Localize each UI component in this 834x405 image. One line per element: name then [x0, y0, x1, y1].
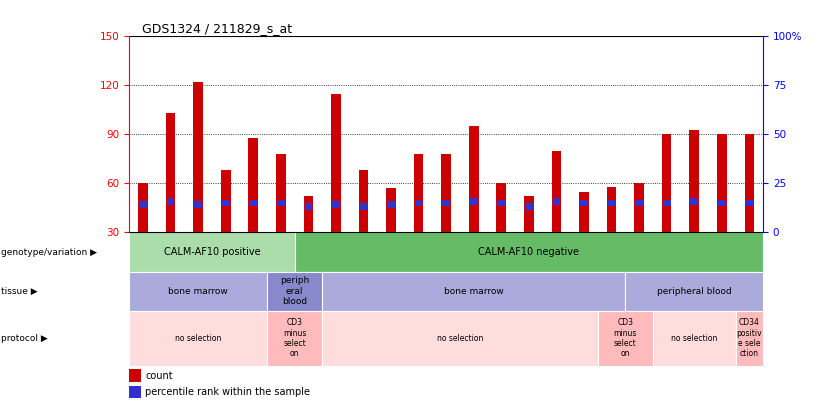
Bar	[359, 203, 367, 209]
Text: bone marrow: bone marrow	[168, 287, 228, 296]
Text: no selection: no selection	[671, 334, 717, 343]
Bar	[606, 187, 616, 232]
Bar	[222, 200, 229, 206]
Bar	[129, 232, 294, 272]
Bar	[249, 138, 258, 232]
Bar	[653, 311, 736, 366]
Text: protocol ▶: protocol ▶	[1, 334, 48, 343]
Bar	[717, 134, 726, 232]
Text: count: count	[145, 371, 173, 381]
Bar	[691, 198, 698, 205]
Bar	[386, 188, 396, 232]
Bar	[635, 183, 644, 232]
Text: CALM-AF10 positive: CALM-AF10 positive	[163, 247, 260, 257]
Bar	[497, 200, 505, 206]
Bar	[129, 369, 141, 382]
Bar	[736, 311, 763, 366]
Bar	[551, 151, 561, 232]
Bar	[745, 134, 754, 232]
Bar	[662, 134, 671, 232]
Text: peripheral blood: peripheral blood	[657, 287, 731, 296]
Text: percentile rank within the sample: percentile rank within the sample	[145, 387, 310, 397]
Text: genotype/variation ▶: genotype/variation ▶	[1, 247, 97, 256]
Bar	[663, 200, 671, 206]
Bar	[470, 198, 478, 205]
Bar	[636, 200, 643, 206]
Bar	[690, 130, 699, 232]
Text: no selection: no selection	[175, 334, 221, 343]
Text: GDS1324 / 211829_s_at: GDS1324 / 211829_s_at	[142, 22, 292, 35]
Text: CD34
positiv
e sele
ction: CD34 positiv e sele ction	[736, 318, 762, 358]
Text: CD3
minus
select
on: CD3 minus select on	[614, 318, 637, 358]
Text: no selection: no selection	[437, 334, 483, 343]
Text: tissue ▶: tissue ▶	[1, 287, 38, 296]
Bar	[746, 200, 753, 206]
Bar	[167, 198, 174, 205]
Bar	[166, 113, 175, 232]
Bar	[598, 311, 653, 366]
Bar	[249, 200, 257, 206]
Bar	[414, 200, 423, 206]
Bar	[442, 200, 450, 206]
Bar	[129, 272, 267, 311]
Bar	[322, 311, 598, 366]
Bar	[194, 201, 202, 208]
Bar	[469, 126, 479, 232]
Bar	[626, 272, 763, 311]
Bar	[331, 94, 341, 232]
Bar	[414, 154, 424, 232]
Bar	[553, 198, 560, 205]
Bar	[129, 386, 141, 398]
Bar	[304, 203, 312, 209]
Bar	[580, 200, 588, 206]
Bar	[359, 171, 369, 232]
Bar	[129, 311, 267, 366]
Bar	[276, 154, 286, 232]
Bar	[525, 203, 533, 209]
Bar	[267, 311, 322, 366]
Text: bone marrow: bone marrow	[444, 287, 504, 296]
Bar	[718, 200, 726, 206]
Bar	[138, 183, 148, 232]
Bar	[608, 200, 615, 206]
Bar	[332, 201, 339, 208]
Bar	[139, 201, 147, 208]
Bar	[221, 171, 230, 232]
Bar	[441, 154, 451, 232]
Bar	[579, 192, 589, 232]
Bar	[193, 82, 203, 232]
Bar	[496, 183, 506, 232]
Bar	[524, 196, 534, 232]
Text: CALM-AF10 negative: CALM-AF10 negative	[479, 247, 580, 257]
Bar	[304, 196, 314, 232]
Text: CD3
minus
select
on: CD3 minus select on	[283, 318, 306, 358]
Text: periph
eral
blood: periph eral blood	[280, 276, 309, 306]
Bar	[267, 272, 322, 311]
Bar	[294, 232, 763, 272]
Bar	[322, 272, 626, 311]
Bar	[387, 201, 395, 208]
Bar	[277, 200, 284, 206]
